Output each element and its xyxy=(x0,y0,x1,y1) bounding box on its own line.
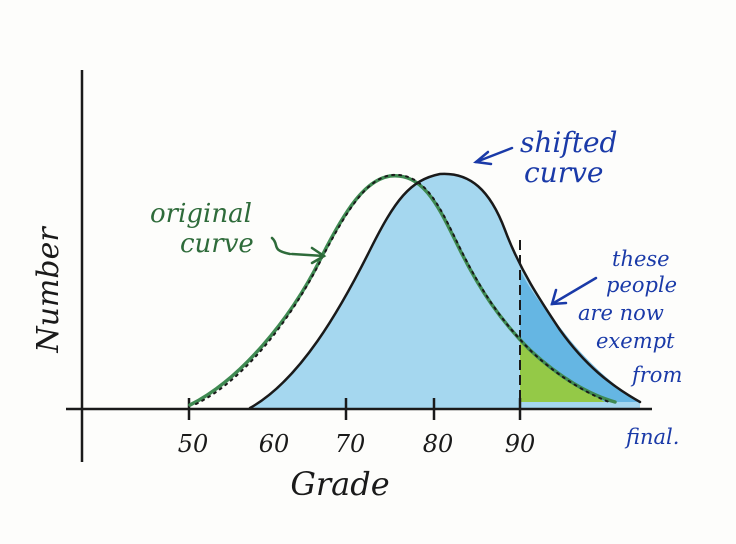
svg-text:people: people xyxy=(606,273,677,297)
original-curve-label: original curve xyxy=(150,199,254,259)
svg-text:shifted: shifted xyxy=(520,126,617,159)
shifted-curve xyxy=(248,172,642,410)
tick-label-70: 70 xyxy=(335,430,366,458)
svg-text:curve: curve xyxy=(524,156,604,189)
svg-text:exempt: exempt xyxy=(596,329,675,353)
svg-text:are now: are now xyxy=(578,301,664,325)
original-curve-arrow xyxy=(270,236,327,265)
exempt-note: these people are now exempt from final. xyxy=(578,247,682,449)
exempt-arrow xyxy=(550,276,598,306)
shifted-curve-arrow xyxy=(473,146,514,166)
original-curve xyxy=(188,174,617,407)
tick-label-80: 80 xyxy=(423,430,454,458)
svg-text:final.: final. xyxy=(624,425,679,449)
svg-text:from: from xyxy=(630,363,682,387)
y-axis-label: Number xyxy=(31,226,66,354)
x-tick-marks xyxy=(187,398,522,420)
svg-text:these: these xyxy=(612,247,670,271)
shifted-curve-label: shifted curve xyxy=(520,126,617,189)
tick-label-50: 50 xyxy=(178,430,209,458)
exempt-original-region xyxy=(520,340,605,402)
x-tick-labels: 50 60 70 80 90 xyxy=(178,430,536,458)
x-axis-label: Grade xyxy=(290,465,389,503)
original-curve-dotted-fit xyxy=(195,173,613,405)
svg-text:original: original xyxy=(150,199,252,229)
svg-text:curve: curve xyxy=(180,229,254,259)
tick-label-90: 90 xyxy=(505,430,536,458)
tick-label-60: 60 xyxy=(259,430,290,458)
